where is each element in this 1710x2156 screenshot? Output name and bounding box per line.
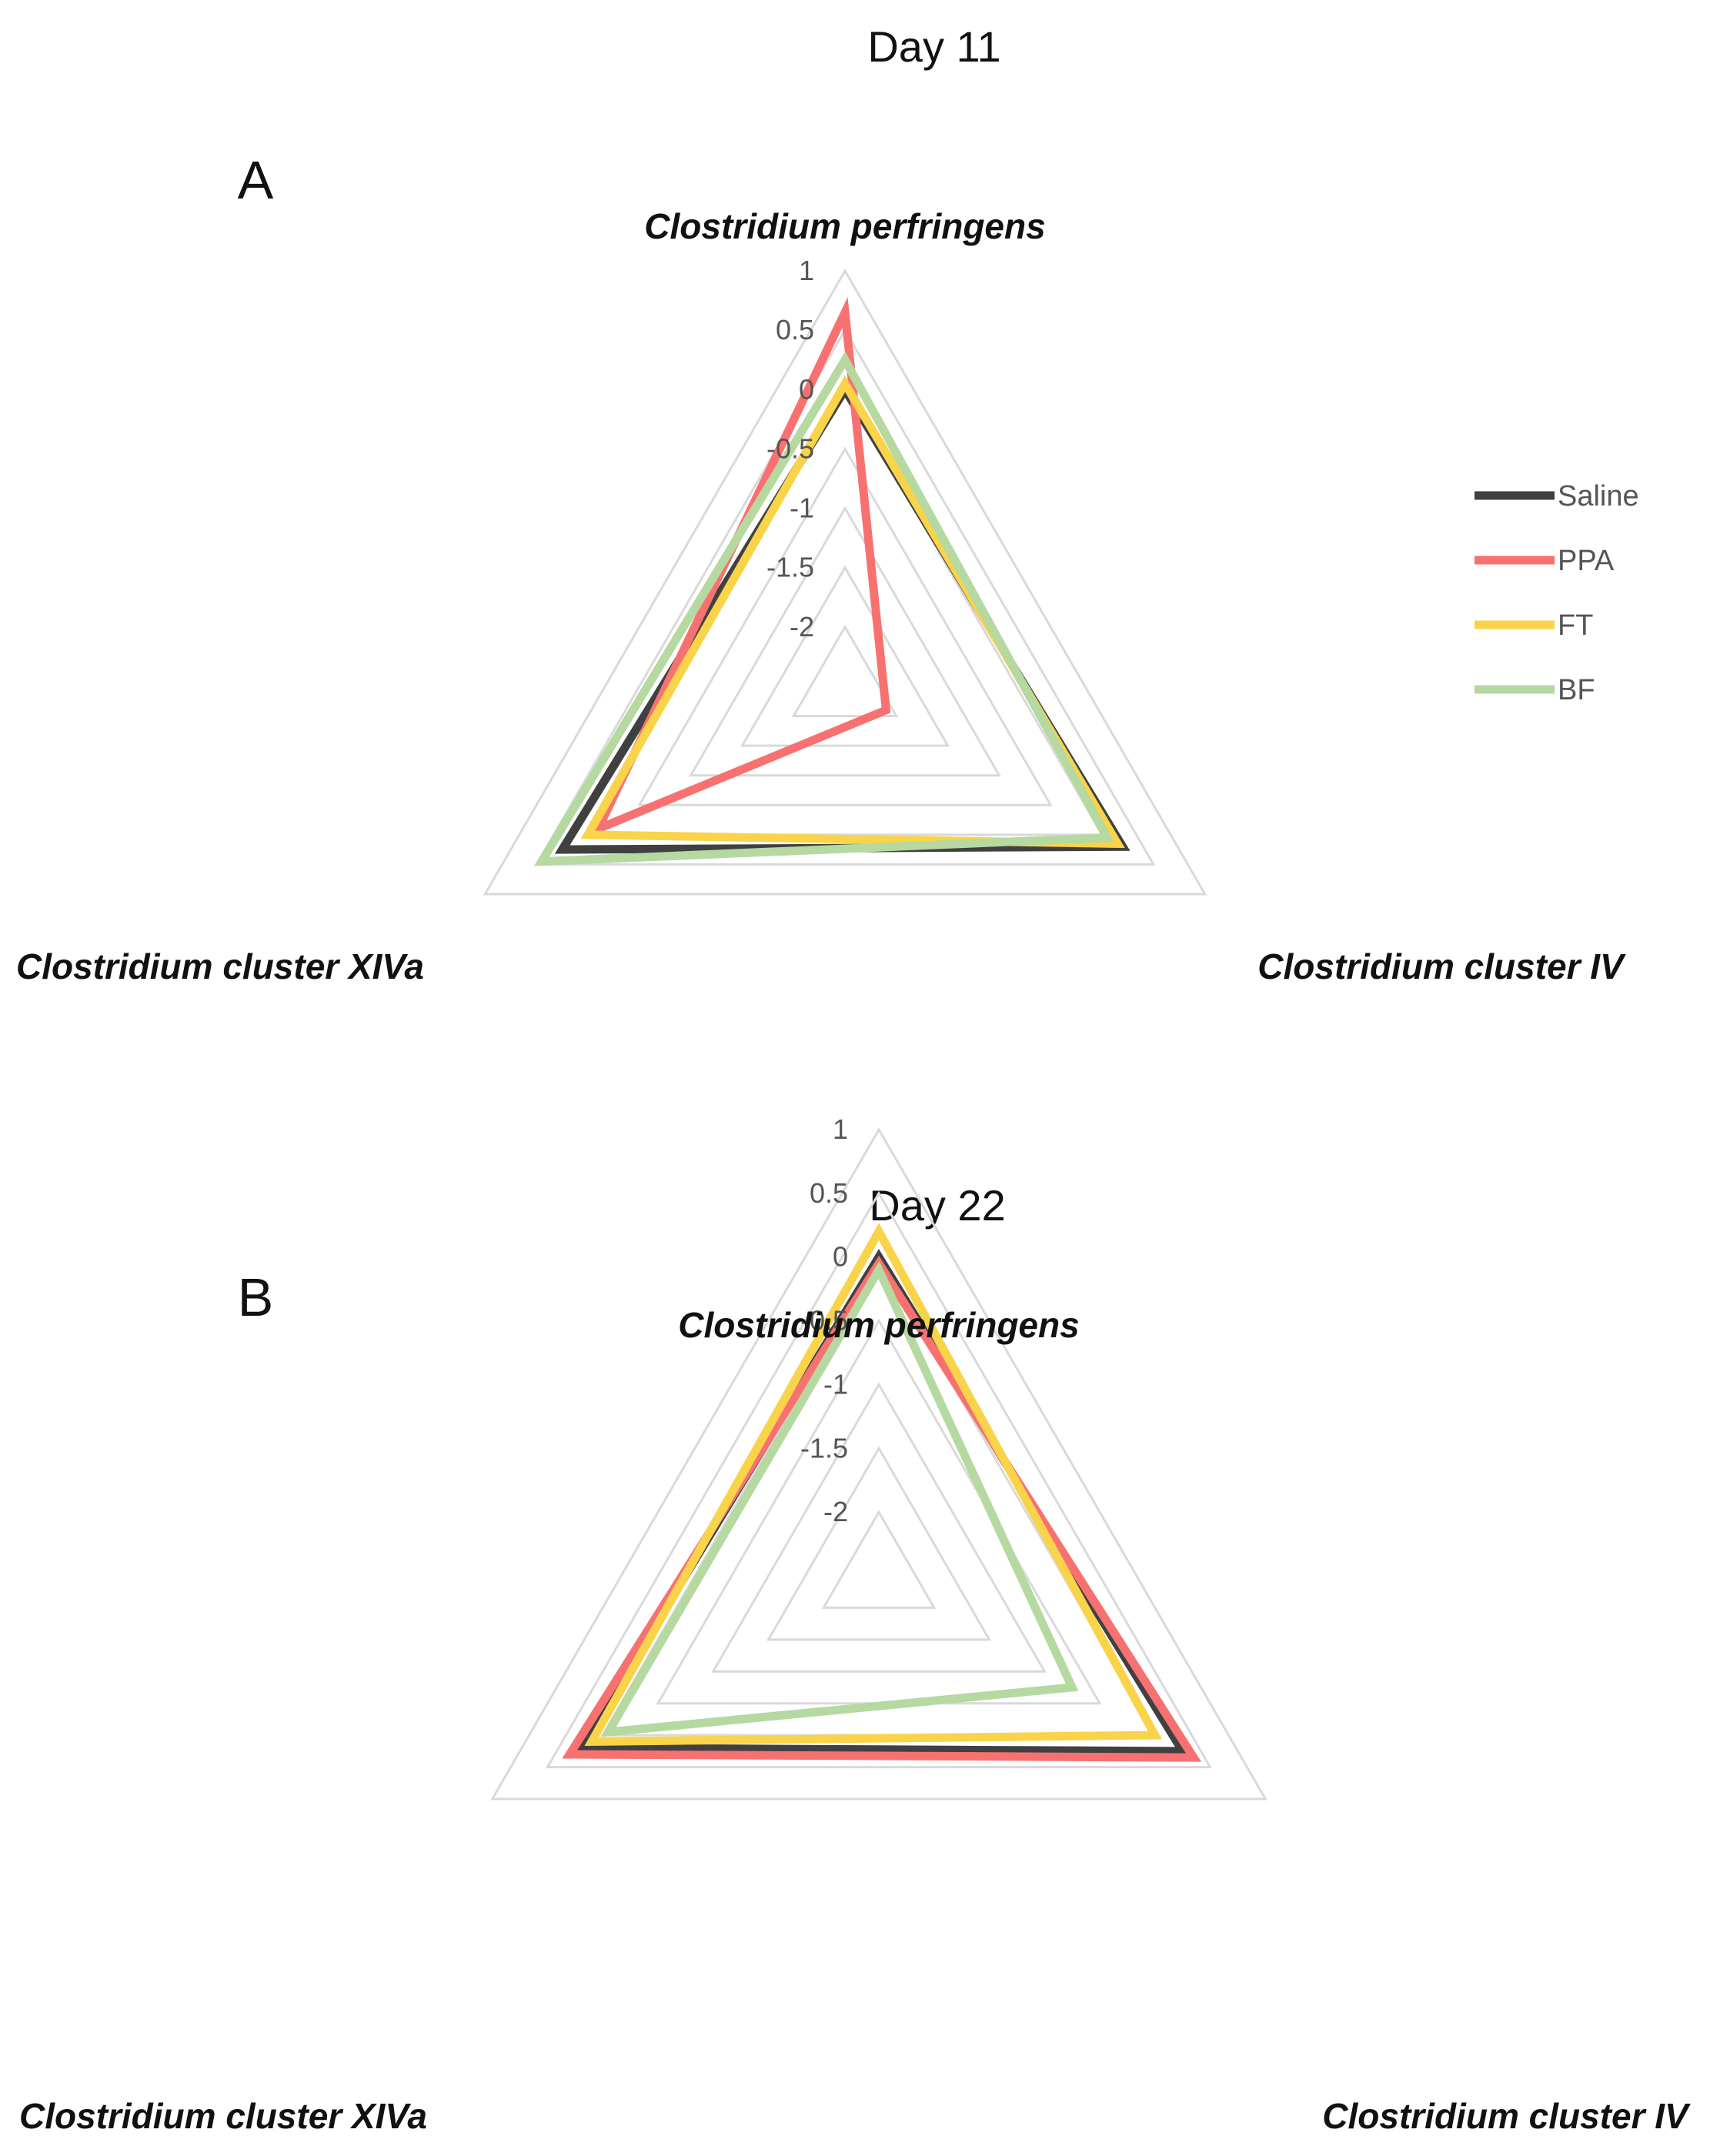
- axis-label-cluster-xiva: Clostridium cluster XIVa: [19, 2096, 427, 2136]
- grid-ring: [791, 624, 899, 718]
- series-ft: [584, 1223, 1163, 1747]
- tick-label: -1.5: [766, 552, 814, 583]
- tick-label: -2: [790, 611, 814, 642]
- grid-ring: [766, 1446, 992, 1641]
- tick-label: 0.5: [810, 1177, 848, 1209]
- series-saline: [554, 381, 1131, 854]
- tick-label: 1: [833, 1113, 848, 1145]
- grid-ring: [711, 1382, 1047, 1673]
- axis-label-cluster-xiva: Clostridium cluster XIVa: [16, 946, 424, 986]
- tick-label: 1: [799, 255, 814, 286]
- tick-label: 0.5: [776, 314, 814, 345]
- legend-item-ft: FT: [1475, 609, 1593, 642]
- axis-label-cluster-iv: Clostridium cluster IV: [1322, 2096, 1691, 2136]
- grid-ring: [637, 446, 1053, 806]
- axis-label-perfringens: Clostridium perfringens: [678, 1305, 1079, 1345]
- legend-item-saline: Saline: [1475, 480, 1639, 512]
- radar-chart-day-11: Day 11 A 1 0.5 0 -0.5 -1 -1.5 -2 Clostridium p…: [16, 22, 1626, 986]
- radar-chart-day-22: Day 22 B 1 0.5 0 -0.5 -1 -1.5 -2 Clostridium p…: [19, 1113, 1691, 2136]
- tick-label: -1: [823, 1368, 848, 1400]
- grid-ring: [534, 328, 1156, 866]
- tick-label: -0.5: [766, 432, 814, 464]
- series-bf: [533, 351, 1114, 866]
- chart-title: Day 22: [869, 1181, 1005, 1230]
- axis-label-cluster-iv: Clostridium cluster IV: [1257, 946, 1626, 986]
- panel-letter: A: [238, 150, 274, 210]
- legend-label: FT: [1558, 609, 1593, 642]
- grid-ring: [821, 1510, 937, 1609]
- grid-ring: [689, 506, 1001, 777]
- legend: Saline PPA FT BF: [1475, 480, 1639, 706]
- grid-ring: [586, 387, 1104, 836]
- tick-label: -2: [823, 1496, 848, 1527]
- series-group: [533, 296, 1131, 866]
- tick-label: 0: [799, 373, 814, 405]
- tick-label: -0.5: [800, 1305, 848, 1337]
- axis-label-perfringens: Clostridium perfringens: [644, 206, 1045, 246]
- tick-label-group: 1 0.5 0 -0.5 -1 -1.5 -2: [766, 255, 814, 642]
- grid-ring: [740, 565, 950, 747]
- tick-label: -1.5: [800, 1432, 848, 1463]
- legend-item-ppa: PPA: [1475, 545, 1615, 577]
- legend-label: BF: [1558, 674, 1595, 706]
- tick-label-group: 1 0.5 0 -0.5 -1 -1.5 -2: [800, 1113, 848, 1527]
- chart-title: Day 11: [867, 22, 1000, 71]
- tick-label: -1: [790, 492, 814, 524]
- tick-label: 0: [833, 1241, 848, 1273]
- panel-letter: B: [238, 1267, 274, 1327]
- grid-ring: [483, 269, 1207, 896]
- legend-label: PPA: [1558, 545, 1615, 577]
- grid-ring: [490, 1127, 1267, 1801]
- series-bf: [600, 1260, 1079, 1737]
- legend-label: Saline: [1558, 480, 1639, 512]
- series-group: [562, 1223, 1202, 1762]
- grid-ring: [545, 1190, 1213, 1769]
- legend-item-bf: BF: [1475, 674, 1595, 706]
- radar-grid: [483, 269, 1207, 896]
